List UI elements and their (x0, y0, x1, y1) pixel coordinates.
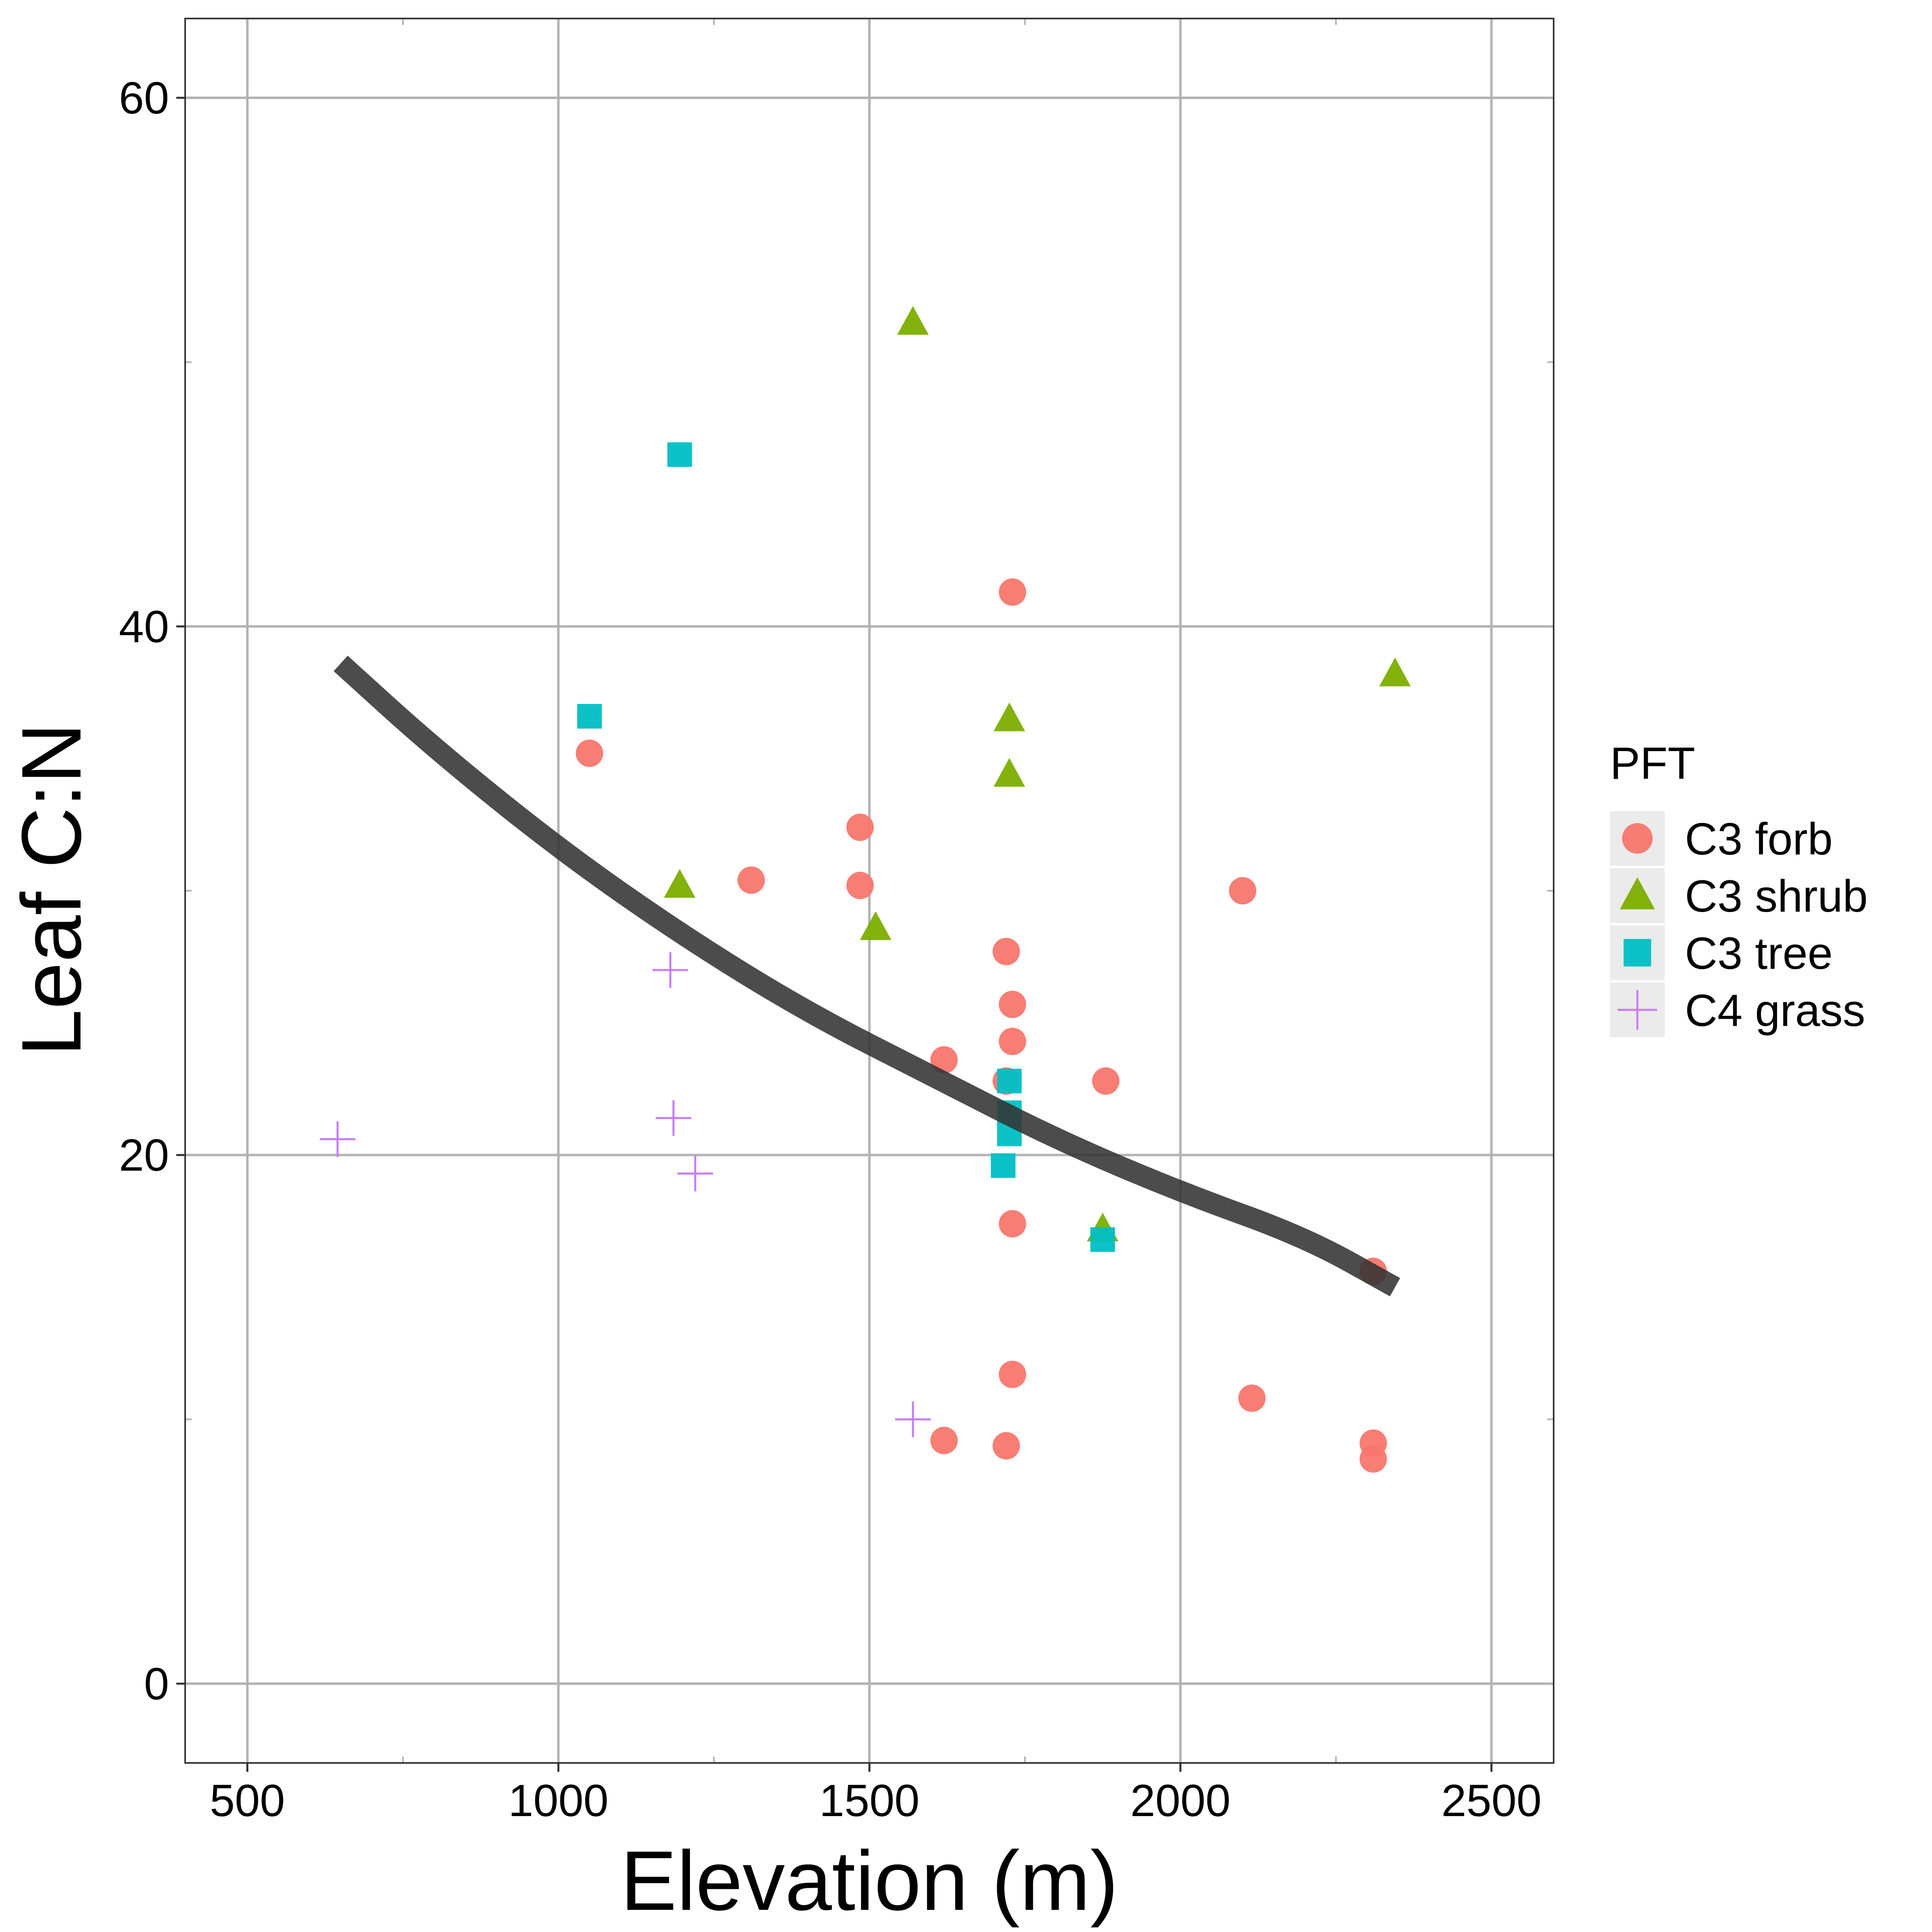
points-layer (320, 306, 1411, 1473)
data-point (1090, 1227, 1115, 1252)
legend-label: C3 shrub (1685, 871, 1868, 921)
data-point (664, 869, 696, 898)
data-point (993, 938, 1020, 966)
x-axis: 500 1000 1500 2000 2500 (210, 1763, 1542, 1826)
data-point (320, 1121, 355, 1157)
legend-label: C3 forb (1685, 814, 1833, 864)
data-point (999, 1210, 1026, 1238)
x-tick-label: 2500 (1441, 1775, 1542, 1826)
data-point (999, 578, 1026, 606)
x-tick-label: 2000 (1130, 1775, 1230, 1826)
grid (185, 19, 1554, 1763)
data-point (930, 1426, 958, 1454)
y-axis-title: Leaf C:N (4, 723, 99, 1057)
legend-key-marker (1622, 823, 1653, 854)
data-point (1229, 877, 1257, 904)
data-point (737, 866, 765, 894)
legend-key-marker (1617, 990, 1657, 1030)
data-point (1359, 1445, 1387, 1473)
y-tick-label: 0 (144, 1659, 169, 1709)
legend-label: C3 tree (1685, 928, 1833, 978)
legend-item: C4 grass (1610, 983, 1865, 1037)
data-point (846, 813, 874, 841)
data-point (1238, 1384, 1266, 1412)
data-point (652, 952, 688, 988)
data-point (991, 1153, 1016, 1178)
data-point (655, 1100, 691, 1136)
data-point (993, 1432, 1020, 1459)
data-point (993, 758, 1025, 787)
legend-key-marker (1620, 877, 1655, 910)
data-point (846, 871, 874, 899)
data-point (897, 306, 929, 335)
plot-panel (184, 18, 1554, 1764)
series-c4-grass (320, 952, 931, 1437)
y-tick-label: 20 (119, 1130, 169, 1181)
data-point (1379, 657, 1411, 687)
data-point (577, 704, 602, 729)
data-point (930, 1046, 958, 1074)
y-axis: 0 20 40 60 (119, 73, 185, 1709)
y-tick-label: 60 (119, 73, 169, 123)
data-point (667, 442, 692, 467)
data-point (1092, 1067, 1120, 1095)
data-point (997, 1069, 1022, 1094)
data-point (860, 911, 892, 940)
x-tick-label: 1500 (819, 1775, 919, 1826)
legend-key-marker (1623, 939, 1651, 967)
data-point (999, 1360, 1026, 1388)
legend-label: C4 grass (1685, 985, 1865, 1036)
x-tick-label: 500 (210, 1775, 285, 1826)
x-axis-title: Elevation (m) (620, 1833, 1118, 1928)
data-point (576, 739, 603, 767)
fit-curve (333, 656, 1400, 1297)
legend-title: PFT (1610, 738, 1695, 788)
data-point (999, 991, 1026, 1018)
data-point (895, 1402, 931, 1437)
data-point (993, 702, 1025, 731)
data-point (677, 1156, 713, 1191)
legend-item: C3 forb (1610, 811, 1833, 866)
x-tick-label: 1000 (508, 1775, 609, 1826)
legend-item: C3 tree (1610, 925, 1833, 980)
legend-item: C3 shrub (1610, 868, 1868, 923)
y-tick-label: 40 (119, 601, 169, 652)
legend: PFT C3 forb C3 shrub C3 tree C4 grass (1610, 738, 1868, 1037)
data-point (999, 1028, 1026, 1055)
